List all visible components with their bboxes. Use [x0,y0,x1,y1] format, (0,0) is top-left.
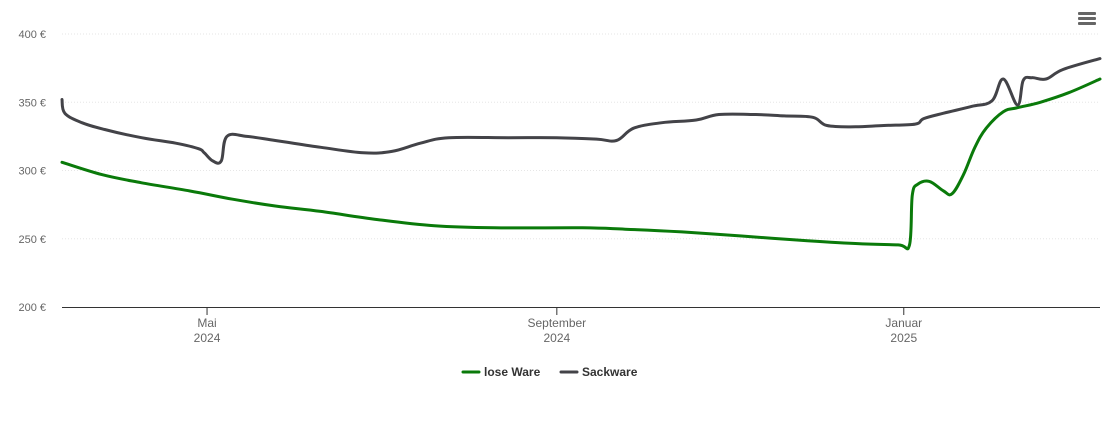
menu-bar [1078,17,1096,20]
hamburger-menu-icon[interactable] [1078,12,1096,30]
series-line-sackware [60,57,1102,165]
x-tick-label: Mai [197,316,216,330]
chart-legend[interactable]: lose Ware Sackware [461,365,638,379]
x-tick-label: 2024 [194,331,221,345]
series-line-lose-ware [60,77,1102,251]
menu-bar [1078,12,1096,15]
legend-label: Sackware [582,365,638,379]
y-tick-label: 200 € [18,302,46,314]
legend-item[interactable]: Sackware [559,365,638,379]
menu-bar [1078,22,1096,25]
y-tick-label: 300 € [18,166,46,178]
y-tick-label: 400 € [18,29,46,41]
x-tick-label: 2025 [890,331,917,345]
chart-grid [62,33,1100,240]
x-tick-label: Januar [885,316,922,330]
x-tick-label: 2024 [543,331,570,345]
chart-series [60,57,1102,251]
y-tick-label: 350 € [18,97,46,109]
y-axis: 200 € 250 € 300 € 350 € 400 € [18,29,46,314]
legend-label: lose Ware [484,365,541,379]
legend-item[interactable]: lose Ware [461,365,541,379]
x-tick-label: September [527,316,586,330]
y-tick-label: 250 € [18,234,46,246]
